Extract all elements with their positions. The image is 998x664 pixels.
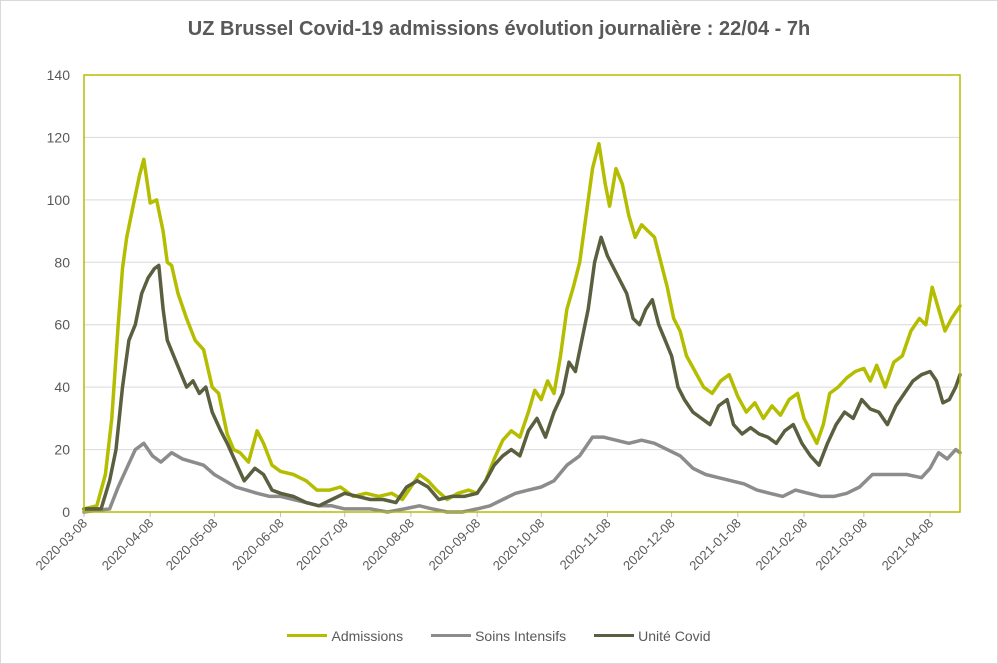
legend-label: Soins Intensifs [475,627,567,644]
y-tick-label: 0 [62,504,70,520]
x-tick-label: 2020-04-08 [99,516,157,574]
legend-item: Unité Covid [594,627,711,644]
plot-area-border [83,74,961,513]
x-tick-label: 2021-04-08 [879,516,937,574]
legend-item: Admissions [287,628,403,644]
legend-label: Admissions [331,627,404,644]
x-tick-label: 2020-12-08 [620,516,678,574]
x-tick-label: 2020-10-08 [490,516,548,574]
legend: Admissions Soins Intensifs Unité Covid [0,624,998,644]
legend-label: Unité Covid [638,627,711,644]
x-tick-label: 2020-07-08 [293,516,351,574]
legend-swatch [287,634,328,637]
series-lines [82,141,962,514]
legend-item: Soins Intensifs [431,628,566,644]
series-line-soins-intensifs [82,435,962,514]
y-tick-label: 20 [54,442,70,458]
y-tick-label: 140 [47,67,71,83]
x-tick-label: 2020-05-08 [163,516,221,574]
legend-swatch [594,634,635,637]
y-tick-label: 100 [47,192,71,208]
x-tick-label: 2020-09-08 [426,516,484,574]
series-line-unit-covid [82,235,962,511]
x-tick-label: 2021-03-08 [812,516,870,574]
x-tick-label: 2021-01-08 [686,516,744,574]
x-tick-label: 2020-11-08 [557,516,614,573]
x-tick-label: 2020-03-08 [32,516,90,574]
x-axis: 2020-03-08 2020-04-08 2020-05-08 2020-06-08… [32,512,936,573]
y-axis: 0 20 40 60 80 100 120 140 [47,67,71,520]
y-tick-label: 60 [54,317,70,333]
x-tick-label: 2020-08-08 [359,516,417,574]
legend-swatch [431,634,472,637]
series-line-admissions [82,141,962,511]
y-tick-label: 120 [47,129,71,145]
y-tick-label: 80 [54,254,70,270]
x-tick-label: 2020-06-08 [229,516,287,574]
y-tick-label: 40 [54,379,70,395]
chart-title: UZ Brussel Covid-19 admissions évolution… [187,18,811,40]
x-tick-label: 2021-02-08 [753,516,811,574]
